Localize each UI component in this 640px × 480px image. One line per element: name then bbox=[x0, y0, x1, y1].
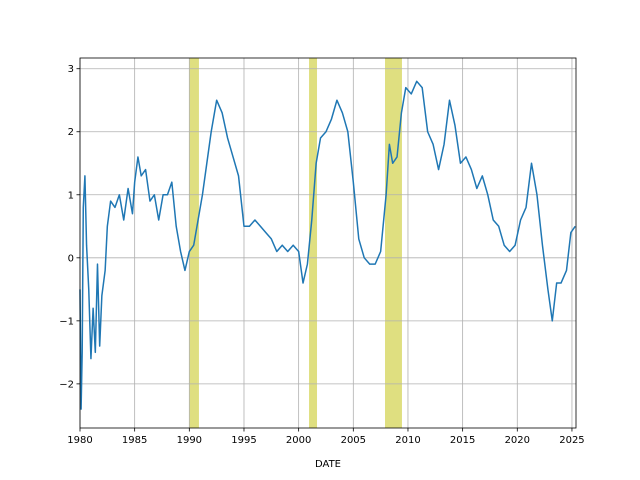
recession-band bbox=[385, 58, 402, 428]
x-tick-label: 2000 bbox=[286, 435, 311, 446]
recession-band bbox=[309, 58, 318, 428]
x-tick-label: 1990 bbox=[177, 435, 202, 446]
x-tick-label: 1985 bbox=[122, 435, 147, 446]
x-tick-label: 2020 bbox=[505, 435, 530, 446]
x-axis-label: DATE bbox=[315, 459, 341, 470]
axes-frame bbox=[79, 57, 577, 429]
y-tick-label: −2 bbox=[59, 379, 74, 390]
x-tick-label: 2010 bbox=[395, 435, 420, 446]
x-tick-label: 2005 bbox=[341, 435, 366, 446]
y-tick-label: 3 bbox=[68, 64, 74, 75]
x-tick-label: 2015 bbox=[450, 435, 475, 446]
y-tick-label: −1 bbox=[59, 316, 74, 327]
y-tick-label: 0 bbox=[68, 253, 74, 264]
x-tick-label: 1980 bbox=[67, 435, 92, 446]
x-tick-label: 1995 bbox=[231, 435, 256, 446]
y-tick-label: 1 bbox=[68, 190, 74, 201]
y-tick-label: 2 bbox=[68, 127, 74, 138]
x-tick-label: 2025 bbox=[559, 435, 584, 446]
series-line bbox=[79, 80, 576, 410]
